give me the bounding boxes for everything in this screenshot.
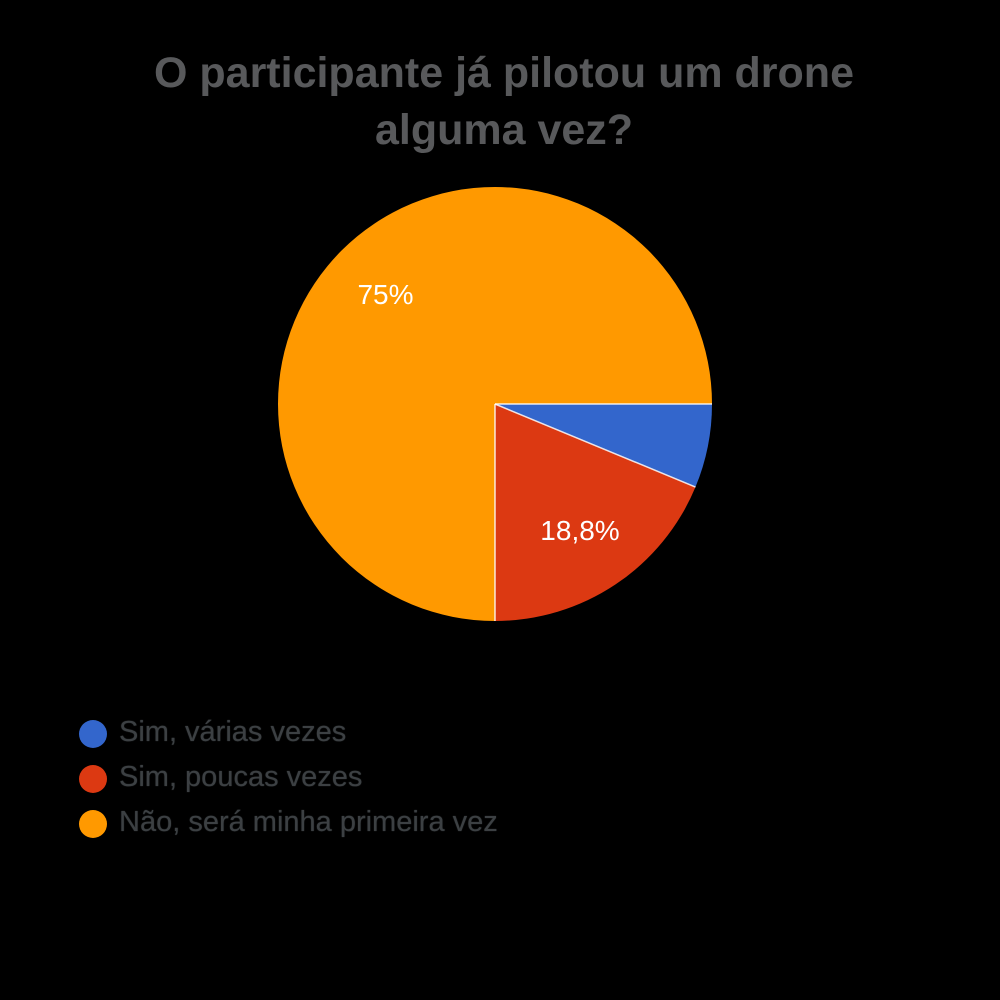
svg-text:75%: 75% (357, 279, 413, 310)
svg-text:18,8%: 18,8% (540, 515, 619, 546)
